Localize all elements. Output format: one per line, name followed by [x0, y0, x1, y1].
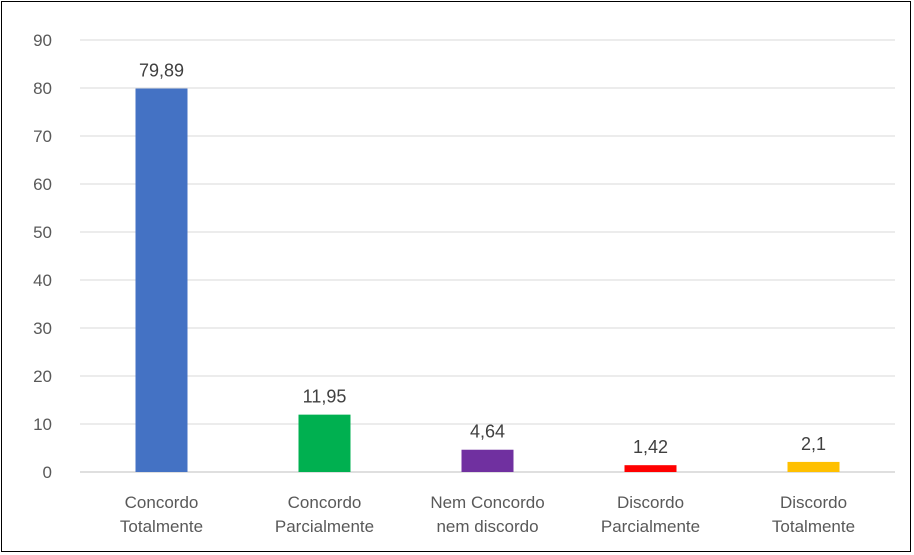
- bar: [624, 465, 677, 472]
- bar: [787, 461, 840, 472]
- data-label: 1,42: [633, 437, 668, 457]
- x-tick-label: Discordo Parcialmente: [601, 493, 700, 536]
- y-tick-label: 90: [33, 31, 52, 50]
- bars: [135, 88, 840, 472]
- x-tick-label: Concordo Parcialmente: [275, 493, 374, 536]
- bar: [461, 449, 514, 472]
- data-labels: 79,89 11,95 4,64 1,42 2,1: [139, 61, 826, 458]
- data-label: 79,89: [139, 61, 184, 81]
- y-tick-label: 60: [33, 175, 52, 194]
- y-tick-label: 10: [33, 415, 52, 434]
- x-tick-label: Discordo Totalmente: [772, 493, 855, 536]
- y-tick-label: 40: [33, 271, 52, 290]
- bar: [298, 414, 351, 472]
- data-label: 11,95: [303, 387, 347, 407]
- y-axis: 0 10 20 30 40 50 60 70 80 90: [33, 31, 52, 482]
- x-axis: Concordo Totalmente Concordo Parcialmente Ne…: [120, 493, 855, 536]
- y-tick-label: 30: [33, 319, 52, 338]
- data-label: 2,1: [801, 434, 826, 454]
- y-tick-label: 0: [43, 463, 52, 482]
- y-tick-label: 80: [33, 79, 52, 98]
- y-tick-label: 70: [33, 127, 52, 146]
- y-tick-label: 20: [33, 367, 52, 386]
- x-tick-label: Concordo Totalmente: [120, 493, 203, 536]
- x-tick-label: Nem Concordo nem discordo: [430, 493, 544, 536]
- data-label: 4,64: [470, 422, 505, 442]
- gridlines: [80, 39, 895, 473]
- y-tick-label: 50: [33, 223, 52, 242]
- bar: [135, 88, 188, 472]
